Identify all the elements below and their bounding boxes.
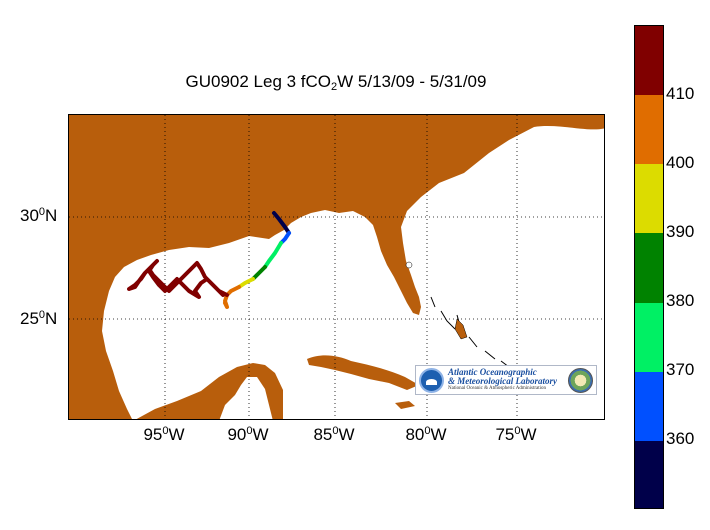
grid-lines xyxy=(69,115,604,419)
map-title: GU0902 Leg 3 fCO2W 5/13/09 - 5/31/09 xyxy=(185,72,487,93)
colorbar-segment-370-380 xyxy=(635,302,663,373)
land-jamaica xyxy=(395,401,415,409)
track-segment-2 xyxy=(263,241,283,269)
lon-tick-75w: 750W xyxy=(495,425,537,444)
lat-tick-25n: 250N xyxy=(20,309,58,328)
logo-line-3: National Oceanic & Atmospheric Administr… xyxy=(448,386,547,391)
track-segment-4 xyxy=(237,277,255,289)
colorbar-tick-390: 390 xyxy=(666,222,695,241)
land-north-america xyxy=(69,115,604,419)
track-segment-6 xyxy=(127,259,229,299)
colorbar xyxy=(634,25,664,509)
land-yucatan xyxy=(136,363,283,419)
lon-tick-90w: 900W xyxy=(227,425,269,444)
cruise-track xyxy=(127,211,291,309)
track-segment-3 xyxy=(251,265,267,281)
colorbar-tick-400: 400 xyxy=(666,153,695,172)
logo-line-1: Atlantic Oceanographic xyxy=(448,367,537,377)
lat-tick-30n: 300N xyxy=(20,206,58,225)
logo-text: Atlantic Oceanographic & Meteorological … xyxy=(448,368,566,392)
colorbar-tick-410: 410 xyxy=(666,84,695,103)
logo-line-2: & Meteorological Laboratory xyxy=(448,376,557,386)
noaa-seal-icon xyxy=(419,368,444,393)
colorbar-tick-370: 370 xyxy=(666,360,695,379)
land-cuba xyxy=(307,355,419,390)
map-canvas xyxy=(69,115,604,419)
land-andros xyxy=(454,318,468,340)
track-segment-5 xyxy=(223,285,241,309)
colorbar-segment-390-400 xyxy=(635,164,663,235)
lon-tick-95w: 950W xyxy=(143,425,185,444)
track-segment-0 xyxy=(272,211,291,235)
lon-tick-85w: 850W xyxy=(313,425,355,444)
map-plot-area xyxy=(68,114,605,420)
colorbar-segment-410-420 xyxy=(635,26,663,96)
colorbar-tick-360: 360 xyxy=(666,429,695,448)
colorbar-segment-350-360 xyxy=(635,440,663,508)
doc-emblem-icon xyxy=(568,368,593,393)
land-bahamas xyxy=(430,296,510,368)
lon-tick-80w: 800W xyxy=(405,425,447,444)
colorbar-segment-360-370 xyxy=(635,371,663,442)
lake-okeechobee xyxy=(405,261,413,269)
aoml-noaa-logo: Atlantic Oceanographic & Meteorological … xyxy=(415,365,597,395)
colorbar-segment-380-390 xyxy=(635,233,663,304)
colorbar-segment-400-410 xyxy=(635,95,663,166)
colorbar-tick-380: 380 xyxy=(666,291,695,310)
